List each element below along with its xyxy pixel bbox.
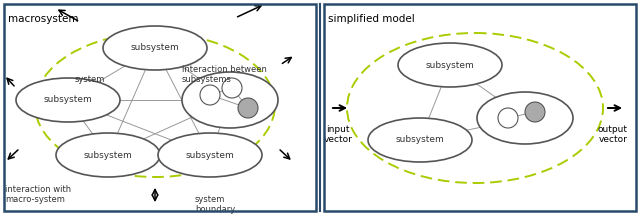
Text: subsystem: subsystem [396,135,444,144]
Ellipse shape [477,92,573,144]
Text: subsystem: subsystem [84,150,132,160]
Text: output
vector: output vector [598,125,628,144]
Ellipse shape [103,26,207,70]
Text: system: system [75,75,106,84]
Ellipse shape [16,78,120,122]
Ellipse shape [56,133,160,177]
Circle shape [200,85,220,105]
Text: system
boundary: system boundary [195,195,236,214]
Text: input
vector: input vector [324,125,353,144]
Ellipse shape [182,72,278,128]
Text: simplified model: simplified model [328,14,415,24]
Text: macrosystem: macrosystem [8,14,79,24]
Ellipse shape [398,43,502,87]
Ellipse shape [158,133,262,177]
Circle shape [498,108,518,128]
Text: interaction between
subsystems: interaction between subsystems [182,65,267,84]
Text: subsystem: subsystem [426,60,474,69]
Text: subsystem: subsystem [186,150,234,160]
Circle shape [222,78,242,98]
Circle shape [525,102,545,122]
Circle shape [238,98,258,118]
Ellipse shape [368,118,472,162]
Text: subsystem: subsystem [131,43,179,52]
Text: subsystem: subsystem [44,95,92,104]
Text: interaction with
macro-system: interaction with macro-system [5,185,71,204]
